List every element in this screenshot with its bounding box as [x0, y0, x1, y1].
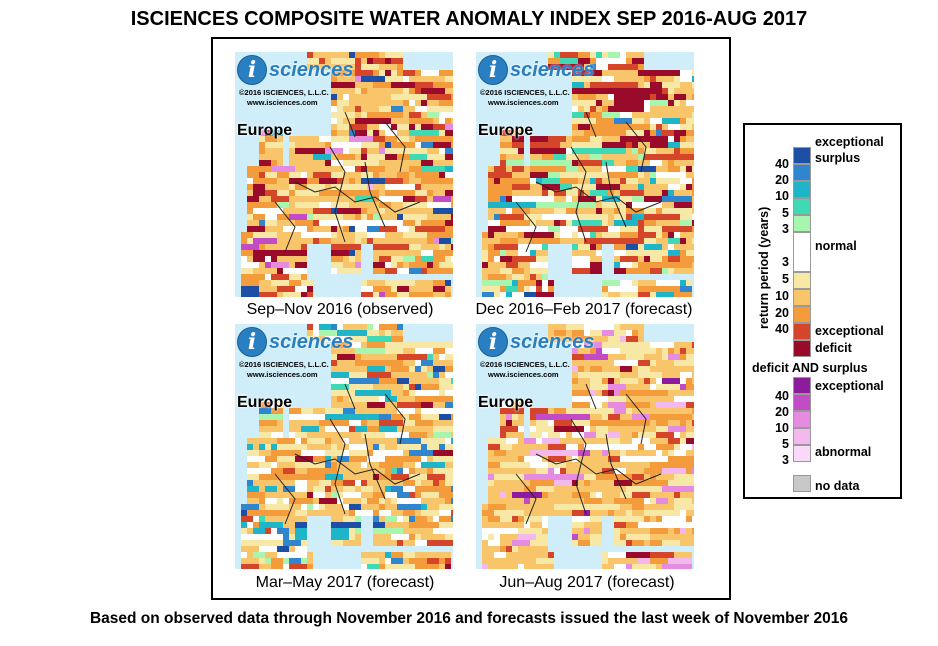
website-url: www.isciences.com [247, 98, 318, 107]
panel-caption: Mar–May 2017 (forecast) [255, 574, 435, 591]
legend-swatch-combined [793, 445, 811, 462]
water-anomaly-map [482, 52, 694, 297]
copyright-line: ©2016 ISCIENCES, L.L.C. [239, 88, 329, 97]
map-panel-jun-aug-2017: i sciences ©2016 ISCIENCES, L.L.C. www.isci… [476, 324, 694, 569]
legend-tick: 5 [782, 272, 789, 286]
legend-tick: 20 [775, 405, 789, 419]
legend-tick: 10 [775, 421, 789, 435]
isciences-logo: i sciences [478, 327, 595, 357]
website-url: www.isciences.com [247, 370, 318, 379]
legend-swatch-surplus [793, 198, 811, 215]
legend-label: deficit AND surplus [752, 361, 868, 375]
logo-word: sciences [510, 330, 595, 353]
region-label: Europe [478, 394, 534, 411]
region-label: Europe [478, 122, 534, 139]
legend: return period (years) exceptional surplu… [743, 123, 902, 499]
legend-tick: 40 [775, 322, 789, 336]
panel-caption: Sep–Nov 2016 (observed) [246, 301, 434, 318]
logo-letter: i [237, 55, 267, 85]
isciences-logo: i sciences [478, 55, 595, 85]
logo-letter: i [478, 327, 508, 357]
water-anomaly-map [482, 324, 694, 569]
logo-letter: i [478, 55, 508, 85]
copyright-text: ©2016 ISCIENCES, L.L.C. www.isciences.com [239, 88, 329, 108]
legend-tick: 3 [782, 222, 789, 236]
legend-swatch-surplus [793, 215, 811, 232]
legend-tick: 3 [782, 255, 789, 269]
isciences-logo: i sciences [237, 327, 354, 357]
map-panel-sep-nov-2016: i sciences ©2016 ISCIENCES, L.L.C. www.isci… [235, 52, 453, 297]
legend-tick: 40 [775, 157, 789, 171]
water-anomaly-map [241, 324, 453, 569]
logo-letter: i [237, 327, 267, 357]
legend-label: exceptional [815, 379, 884, 393]
legend-tick: 20 [775, 173, 789, 187]
legend-tick: 5 [782, 437, 789, 451]
legend-tick: 5 [782, 206, 789, 220]
region-label: Europe [237, 122, 293, 139]
legend-swatch-normal [793, 232, 811, 272]
legend-swatch-deficit [793, 340, 811, 357]
logo-word: sciences [269, 330, 354, 353]
legend-swatch-surplus [793, 164, 811, 181]
legend-tick: 10 [775, 189, 789, 203]
page-title: ISCIENCES COMPOSITE WATER ANOMALY INDEX … [130, 8, 808, 30]
website-url: www.isciences.com [488, 370, 559, 379]
panel-caption: Jun–Aug 2017 (forecast) [499, 574, 675, 591]
legend-tick: 3 [782, 453, 789, 467]
legend-label: exceptional [815, 135, 884, 149]
footer-note: Based on observed data through November … [89, 610, 849, 627]
copyright-text: ©2016 ISCIENCES, L.L.C. www.isciences.com [480, 360, 570, 380]
legend-tick: 40 [775, 389, 789, 403]
legend-swatch-surplus [793, 181, 811, 198]
legend-swatch-combined [793, 377, 811, 394]
copyright-text: ©2016 ISCIENCES, L.L.C. www.isciences.com [480, 88, 570, 108]
legend-tick: 20 [775, 306, 789, 320]
copyright-text: ©2016 ISCIENCES, L.L.C. www.isciences.com [239, 360, 329, 380]
copyright-line: ©2016 ISCIENCES, L.L.C. [480, 360, 570, 369]
legend-swatch-deficit [793, 289, 811, 306]
copyright-line: ©2016 ISCIENCES, L.L.C. [239, 360, 329, 369]
water-anomaly-map [241, 52, 453, 297]
isciences-logo: i sciences [237, 55, 354, 85]
legend-label: exceptional [815, 324, 884, 338]
legend-swatch-deficit [793, 323, 811, 340]
legend-swatch-deficit [793, 272, 811, 289]
legend-label: surplus [815, 151, 861, 165]
logo-word: sciences [269, 58, 354, 81]
legend-tick: 10 [775, 289, 789, 303]
legend-swatch-surplus [793, 147, 811, 164]
legend-swatch-combined [793, 394, 811, 411]
legend-label: no data [815, 479, 860, 493]
legend-label: abnormal [815, 445, 872, 459]
map-panel-dec-feb-2017: i sciences ©2016 ISCIENCES, L.L.C. www.isci… [476, 52, 694, 297]
map-panel-mar-may-2017: i sciences ©2016 ISCIENCES, L.L.C. www.isci… [235, 324, 453, 569]
website-url: www.isciences.com [488, 98, 559, 107]
copyright-line: ©2016 ISCIENCES, L.L.C. [480, 88, 570, 97]
panel-caption: Dec 2016–Feb 2017 (forecast) [475, 301, 693, 318]
map-grid-frame: i sciences ©2016 ISCIENCES, L.L.C. www.isci… [211, 37, 731, 600]
legend-swatch-combined [793, 411, 811, 428]
legend-swatch-no-data [793, 475, 811, 492]
legend-swatch-combined [793, 428, 811, 445]
legend-label: normal [815, 239, 857, 253]
legend-swatch-deficit [793, 306, 811, 323]
region-label: Europe [237, 394, 293, 411]
logo-word: sciences [510, 58, 595, 81]
legend-label: deficit [815, 341, 852, 355]
